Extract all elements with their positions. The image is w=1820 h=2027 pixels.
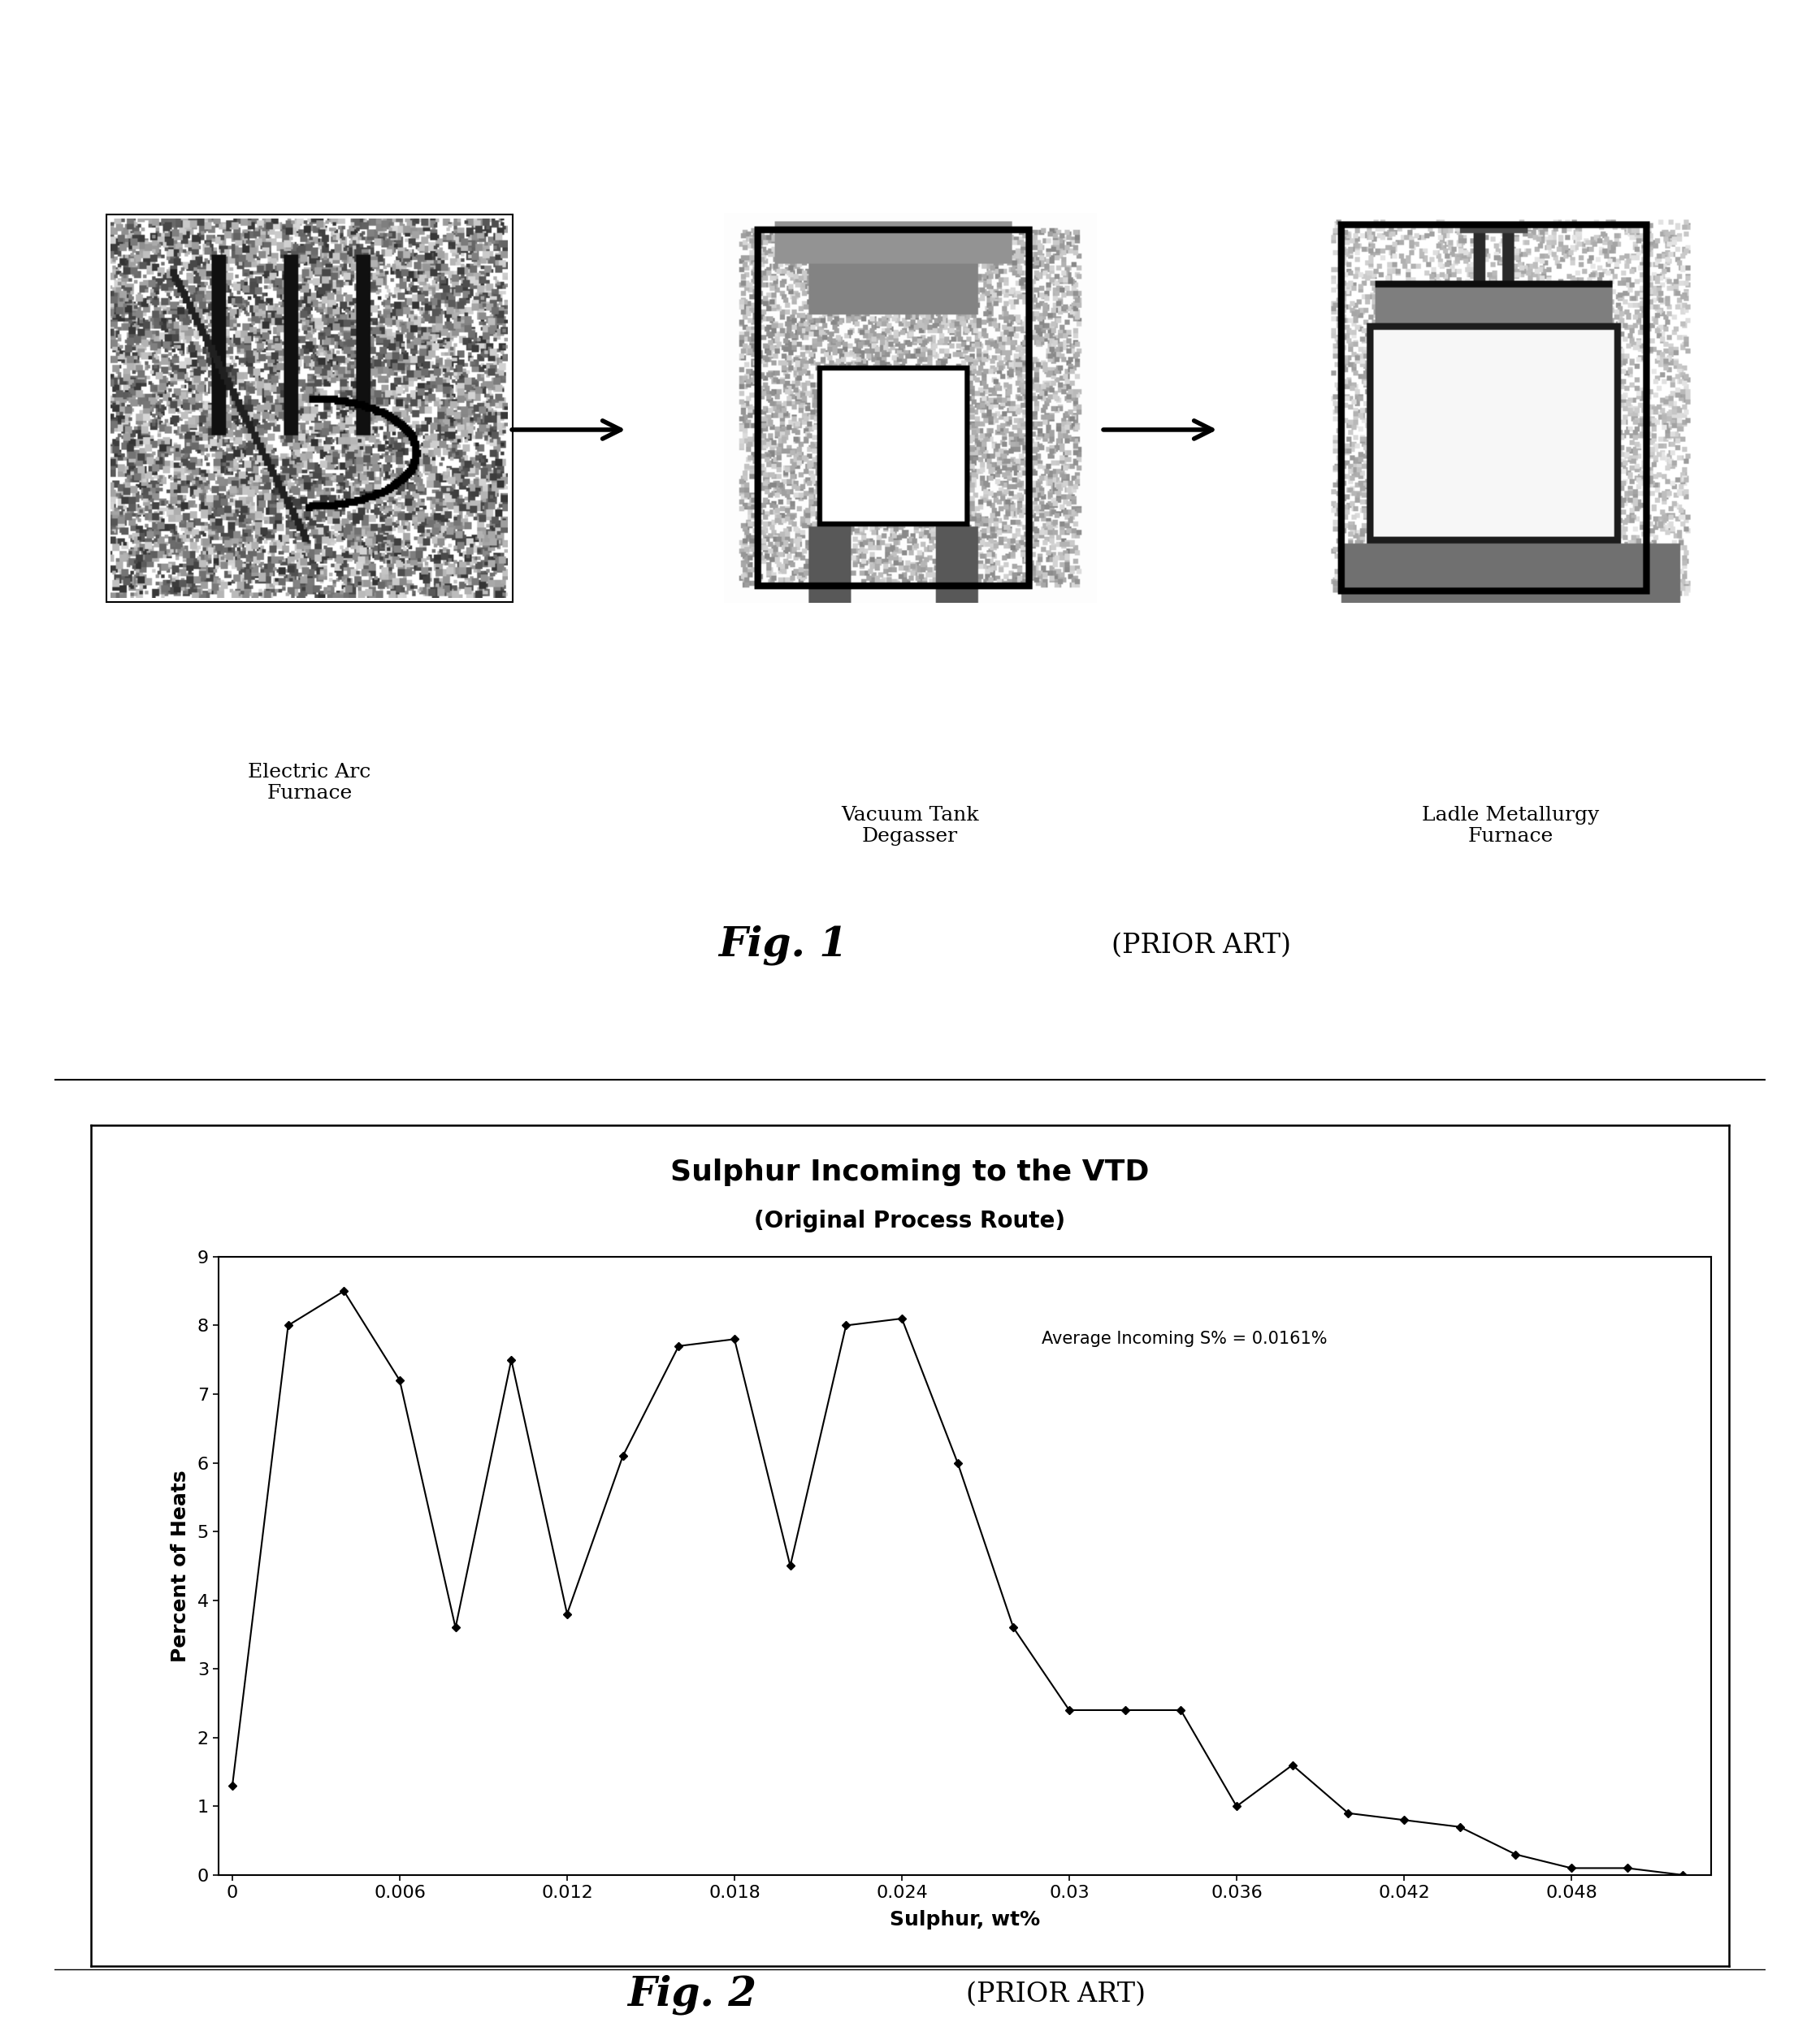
Text: Electric Arc
Furnace: Electric Arc Furnace xyxy=(248,762,371,803)
Text: (PRIOR ART): (PRIOR ART) xyxy=(1112,932,1290,959)
Text: Fig. 1: Fig. 1 xyxy=(719,924,846,965)
Text: (PRIOR ART): (PRIOR ART) xyxy=(966,1982,1145,2007)
Y-axis label: Percent of Heats: Percent of Heats xyxy=(171,1470,191,1662)
Text: Average Incoming S% = 0.0161%: Average Incoming S% = 0.0161% xyxy=(1041,1332,1327,1348)
Text: Fig. 2: Fig. 2 xyxy=(628,1974,755,2015)
Text: Ladle Metallurgy
Furnace: Ladle Metallurgy Furnace xyxy=(1421,805,1600,845)
Text: (Original Process Route): (Original Process Route) xyxy=(753,1210,1067,1232)
Text: Sulphur Incoming to the VTD: Sulphur Incoming to the VTD xyxy=(670,1157,1150,1186)
X-axis label: Sulphur, wt%: Sulphur, wt% xyxy=(890,1909,1039,1930)
Text: Vacuum Tank
Degasser: Vacuum Tank Degasser xyxy=(841,805,979,845)
